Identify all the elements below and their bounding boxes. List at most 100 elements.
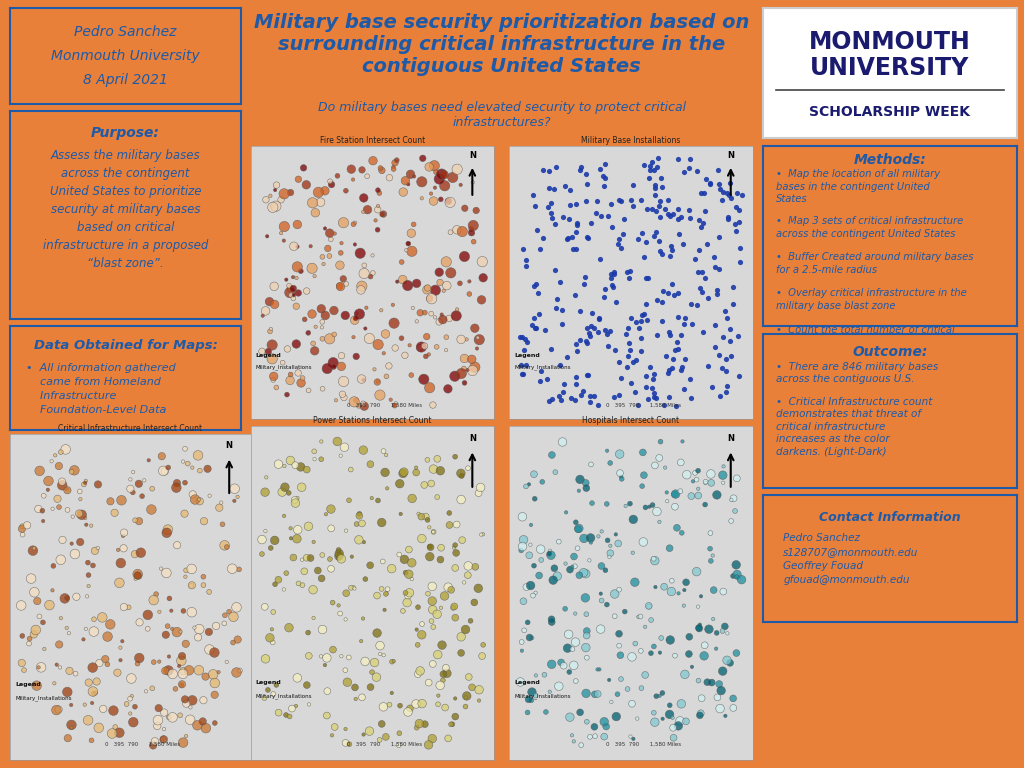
Text: N: N [727, 434, 734, 443]
Point [401, 702, 418, 714]
Point [597, 157, 613, 170]
Point [267, 578, 284, 591]
Point [397, 174, 414, 187]
Point [331, 599, 347, 611]
Point [564, 231, 581, 243]
Point [579, 195, 595, 207]
Point [583, 320, 599, 333]
Point [175, 604, 191, 617]
Point [527, 669, 544, 681]
Point [670, 311, 686, 323]
Point [641, 172, 657, 184]
Point [705, 549, 721, 561]
Point [63, 719, 80, 731]
Point [314, 624, 331, 636]
Point [706, 584, 722, 596]
Point [564, 243, 581, 256]
Point [381, 171, 397, 184]
Point [665, 722, 681, 734]
Point [688, 473, 705, 485]
Point [685, 475, 701, 488]
Point [361, 333, 378, 345]
Point [283, 532, 299, 545]
Point [731, 204, 748, 216]
Point [512, 331, 528, 343]
Point [513, 636, 529, 648]
Point [608, 296, 625, 309]
Point [395, 186, 412, 198]
Point [427, 181, 443, 194]
Point [431, 266, 447, 278]
Point [393, 332, 410, 344]
Point [228, 667, 245, 679]
Point [410, 601, 426, 614]
Point [228, 601, 245, 614]
Point [676, 353, 692, 365]
Point [345, 218, 361, 230]
Point [723, 350, 739, 362]
Point [620, 349, 636, 362]
Point [597, 564, 613, 576]
Point [419, 283, 435, 296]
Point [582, 730, 598, 743]
Point [112, 577, 128, 589]
Point [629, 713, 645, 725]
Point [26, 628, 42, 641]
Point [611, 640, 628, 652]
Point [705, 613, 721, 625]
Point [375, 208, 391, 220]
Point [147, 588, 164, 601]
Point [638, 382, 654, 394]
Point [423, 615, 439, 627]
Point [401, 587, 418, 599]
Point [420, 588, 436, 600]
Point [154, 450, 170, 462]
Point [274, 486, 291, 498]
Point [602, 325, 618, 337]
Point [314, 333, 331, 345]
Point [453, 631, 469, 643]
Point [370, 339, 386, 351]
Point [676, 166, 692, 178]
Point [561, 666, 578, 678]
Point [474, 650, 490, 662]
Point [578, 334, 594, 346]
Point [569, 345, 586, 357]
Point [592, 253, 608, 265]
Point [611, 627, 628, 640]
Point [300, 627, 316, 639]
Point [608, 710, 625, 723]
Text: •  Count the total number of critical
infrastructure in the bast zone: • Count the total number of critical inf… [775, 325, 954, 347]
Point [438, 667, 455, 680]
Point [83, 734, 99, 746]
Point [627, 637, 643, 650]
Point [262, 325, 279, 337]
Text: •  Map the location of all military
bases in the contingent United
States: • Map the location of all military bases… [775, 170, 940, 204]
Point [285, 271, 301, 283]
Point [523, 694, 540, 707]
Point [593, 210, 609, 222]
Point [568, 219, 585, 231]
Point [140, 454, 157, 466]
Point [337, 723, 353, 735]
Point [226, 482, 243, 495]
Point [263, 323, 280, 335]
Point [178, 697, 195, 710]
Point [579, 630, 595, 642]
Point [660, 364, 677, 376]
Point [611, 194, 628, 207]
Point [729, 472, 745, 485]
Point [719, 379, 735, 392]
Point [525, 589, 542, 601]
Point [412, 665, 428, 677]
Point [548, 303, 564, 315]
Point [468, 204, 484, 217]
Point [78, 518, 94, 531]
Point [434, 313, 451, 326]
Point [323, 233, 339, 246]
Point [604, 279, 621, 291]
Point [547, 466, 563, 478]
Point [370, 376, 386, 388]
Point [693, 590, 710, 602]
Point [532, 543, 549, 555]
